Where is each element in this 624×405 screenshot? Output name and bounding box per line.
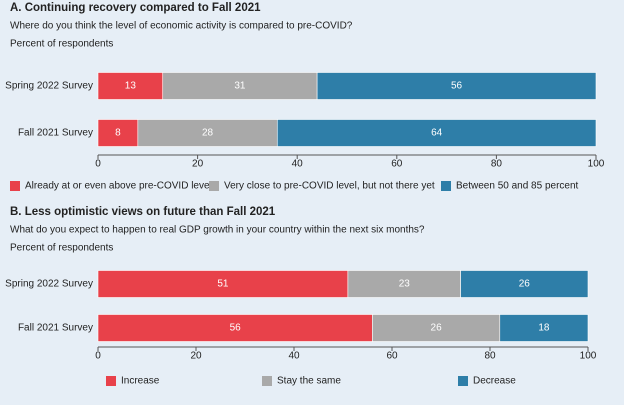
units-label: Percent of respondents	[10, 39, 113, 50]
chart-title: B. Less optimistic views on future than …	[10, 206, 276, 218]
data-label: 26	[431, 323, 443, 334]
bar-segment	[460, 270, 589, 298]
chart-title: A. Continuing recovery compared to Fall …	[10, 2, 261, 14]
legend-swatch	[262, 376, 272, 386]
data-label: 56	[451, 81, 463, 92]
x-tick-label: 40	[292, 159, 304, 170]
bar-segment	[162, 72, 318, 100]
bar-segment	[499, 314, 589, 342]
x-tick-label: 100	[588, 159, 605, 170]
x-tick-label: 20	[192, 159, 204, 170]
units-label: Percent of respondents	[10, 243, 113, 254]
legend-label: Increase	[121, 376, 160, 387]
x-tick-label: 80	[484, 351, 496, 362]
chart-subtitle: What do you expect to happen to real GDP…	[10, 225, 425, 236]
x-tick-label: 20	[190, 351, 202, 362]
legend-swatch	[10, 181, 20, 191]
legend-swatch	[106, 376, 116, 386]
legend-swatch	[458, 376, 468, 386]
bar-segment	[316, 72, 597, 100]
bar-segment	[276, 119, 597, 147]
x-tick-label: 80	[491, 159, 503, 170]
legend-label: Between 50 and 85 percent	[456, 181, 579, 192]
legend-swatch	[441, 181, 451, 191]
legend-label: Very close to pre-COVID level, but not t…	[224, 181, 435, 192]
x-tick-label: 100	[580, 351, 597, 362]
data-label: 64	[431, 128, 443, 139]
legend-swatch	[209, 181, 219, 191]
x-tick-label: 0	[95, 159, 101, 170]
legend-label: Already at or even above pre-COVID level	[25, 181, 212, 192]
data-label: 56	[230, 323, 242, 334]
data-label: 23	[399, 279, 411, 290]
y-tick-label: Fall 2021 Survey	[18, 323, 93, 334]
data-label: 18	[538, 323, 550, 334]
data-label: 8	[115, 128, 121, 139]
data-label: 31	[234, 81, 246, 92]
x-tick-label: 60	[391, 159, 403, 170]
data-label: 26	[519, 279, 531, 290]
legend-label: Stay the same	[277, 376, 341, 387]
x-tick-label: 40	[288, 351, 300, 362]
x-tick-label: 0	[95, 351, 101, 362]
legend-label: Decrease	[473, 376, 516, 387]
bar-segment	[137, 119, 278, 147]
y-tick-label: Spring 2022 Survey	[5, 81, 93, 92]
x-tick-label: 60	[386, 351, 398, 362]
data-label: 13	[125, 81, 137, 92]
chart-subtitle: Where do you think the level of economic…	[10, 21, 353, 32]
bar-segment	[97, 72, 164, 100]
data-label: 51	[217, 279, 229, 290]
bar-segment	[372, 314, 501, 342]
y-tick-label: Fall 2021 Survey	[18, 128, 93, 139]
data-label: 28	[202, 128, 214, 139]
y-tick-label: Spring 2022 Survey	[5, 279, 93, 290]
